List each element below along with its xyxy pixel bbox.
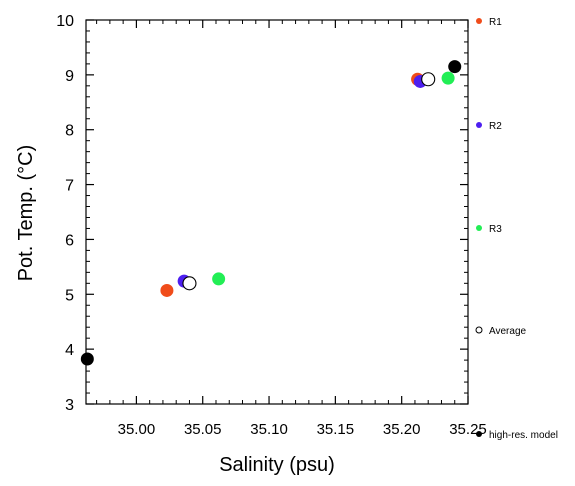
data-point-high-res-model <box>448 60 462 74</box>
data-point-r3 <box>441 71 455 85</box>
data-point-r1 <box>160 283 174 297</box>
legend-marker-r3 <box>476 225 482 231</box>
legend-label-average: Average <box>489 326 527 337</box>
y-tick-label: 4 <box>65 342 74 359</box>
y-tick-label: 9 <box>65 68 74 85</box>
legend: R1 R2 R3 Average high-res. model <box>475 17 558 441</box>
y-tick-label: 6 <box>65 232 74 249</box>
x-axis-label: Salinity (psu) <box>219 454 335 476</box>
y-tick-label: 7 <box>65 178 74 195</box>
data-points <box>80 60 462 366</box>
x-tick-label: 35.00 <box>118 421 156 438</box>
legend-marker-average <box>475 326 483 334</box>
x-tick-label: 35.05 <box>184 421 222 438</box>
legend-label-high-res-model: high-res. model <box>489 430 558 441</box>
y-tick-label: 3 <box>65 397 74 414</box>
legend-marker-r2 <box>476 122 482 128</box>
data-point-r3 <box>212 272 226 286</box>
y-axis-label: Pot. Temp. (°C) <box>15 145 37 282</box>
data-point-high-res-model <box>80 352 94 366</box>
x-tick-label: 35.15 <box>317 421 355 438</box>
y-tick-label: 10 <box>56 13 74 30</box>
legend-label-r1: R1 <box>489 17 502 28</box>
legend-marker-high-res-model <box>476 431 482 437</box>
y-axis-ticks: 3 4 5 6 7 8 9 10 <box>56 13 468 414</box>
legend-label-r3: R3 <box>489 224 502 235</box>
y-tick-label: 8 <box>65 123 74 140</box>
x-tick-label: 35.20 <box>383 421 421 438</box>
legend-label-r2: R2 <box>489 121 502 132</box>
y-tick-label: 5 <box>65 287 74 304</box>
x-tick-label: 35.10 <box>250 421 288 438</box>
plot-area <box>85 19 469 405</box>
legend-marker-r1 <box>476 18 482 24</box>
data-point-average <box>182 276 197 291</box>
data-point-average <box>421 72 436 87</box>
